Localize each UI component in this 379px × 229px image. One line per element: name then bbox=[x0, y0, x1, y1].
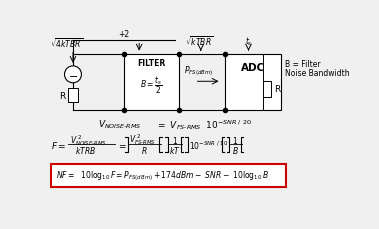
Text: $V_{FS\text{-}RMS}^{\ 2}$: $V_{FS\text{-}RMS}^{\ 2}$ bbox=[129, 132, 156, 147]
Bar bbox=[124, 54, 179, 110]
Text: $\sqrt{kTBR}$: $\sqrt{kTBR}$ bbox=[185, 35, 214, 48]
Text: +2: +2 bbox=[119, 30, 130, 39]
Text: $B = \dfrac{t_s}{2}$: $B = \dfrac{t_s}{2}$ bbox=[140, 74, 163, 96]
Text: B = Filter: B = Filter bbox=[285, 60, 320, 69]
Text: $NF = \ \ 10\log_{10}F = P_{FS(dBm)} + 174dBm - \ SNR - \ 10\log_{10}B$: $NF = \ \ 10\log_{10}F = P_{FS(dBm)} + 1… bbox=[56, 169, 269, 182]
Bar bbox=[52, 164, 286, 187]
Text: $= \ V_{FS\text{-}RMS} \ \ 10^{-SNR\ /\ 20}$: $= \ V_{FS\text{-}RMS} \ \ 10^{-SNR\ /\ … bbox=[156, 117, 252, 131]
Bar bbox=[226, 54, 281, 110]
Text: $V_{NOISE\text{-}RMS}^{\ 2}$: $V_{NOISE\text{-}RMS}^{\ 2}$ bbox=[70, 133, 107, 148]
Text: $-$: $-$ bbox=[68, 70, 78, 80]
Text: $kTRB$: $kTRB$ bbox=[75, 145, 96, 156]
Circle shape bbox=[64, 67, 81, 83]
Text: $1$: $1$ bbox=[172, 134, 178, 145]
Text: $V_{NOISE\text{-}RMS}$: $V_{NOISE\text{-}RMS}$ bbox=[99, 118, 142, 130]
Text: R: R bbox=[274, 85, 280, 94]
Text: $\sqrt{4kTBR}$: $\sqrt{4kTBR}$ bbox=[50, 36, 83, 49]
Text: Noise Bandwidth: Noise Bandwidth bbox=[285, 69, 349, 78]
Text: $1$: $1$ bbox=[232, 134, 238, 145]
Text: R: R bbox=[59, 91, 65, 100]
Text: $10^{-SNR\ /\ 10}$: $10^{-SNR\ /\ 10}$ bbox=[189, 139, 229, 151]
Text: FILTER: FILTER bbox=[137, 59, 166, 68]
Text: $R$: $R$ bbox=[141, 145, 147, 156]
Bar bbox=[263, 81, 271, 98]
Text: $=$: $=$ bbox=[117, 140, 127, 149]
Bar bbox=[68, 89, 78, 103]
Text: $P_{FS(dBm)}$: $P_{FS(dBm)}$ bbox=[184, 64, 213, 78]
Text: $F =$: $F =$ bbox=[52, 139, 67, 150]
Text: ADC: ADC bbox=[241, 63, 265, 73]
Text: $B$: $B$ bbox=[232, 145, 239, 156]
Text: $kT$: $kT$ bbox=[169, 145, 180, 156]
Text: $t_s$: $t_s$ bbox=[245, 35, 252, 47]
